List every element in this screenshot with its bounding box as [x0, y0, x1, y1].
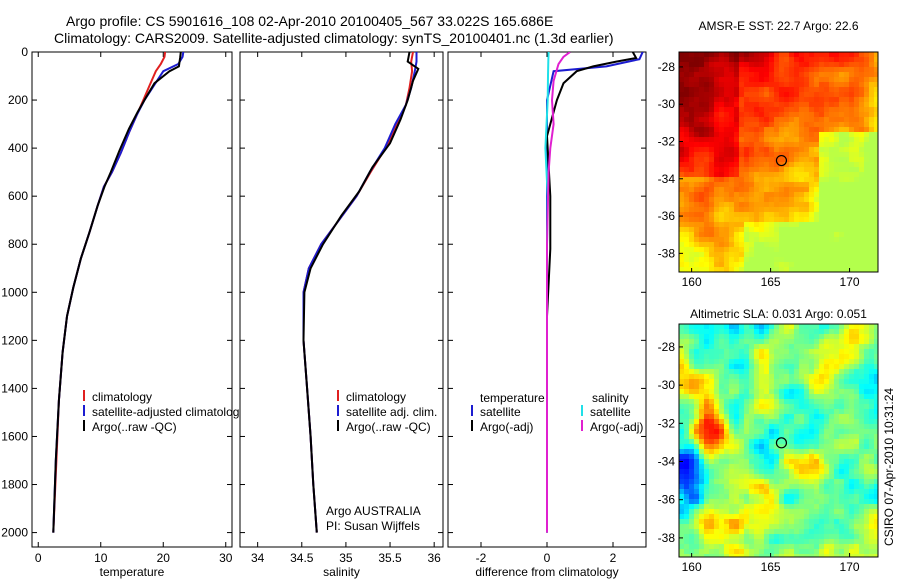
temperature-y-tick-label: 1600 — [1, 429, 28, 443]
temperature-y-tick-label: 400 — [8, 141, 28, 155]
sst-map-y-tick-label: -30 — [658, 97, 676, 111]
sla-map-y-tick-label: -30 — [658, 378, 676, 392]
difference-series-group — [544, 52, 644, 533]
sla-map-x-tick-label: 165 — [761, 560, 781, 574]
temperature-legend-entry: satellite-adjusted climatology — [92, 405, 245, 419]
salinity-x-tick-label: 34.5 — [290, 551, 314, 565]
temperature-series-argo-raw-qc- — [52, 52, 182, 533]
sla-map-profile-marker — [775, 437, 788, 449]
sla-map-x-tick-label: 170 — [840, 560, 860, 574]
salinity-x-tick-label: 34 — [251, 551, 265, 565]
temperature-y-tick-label: 2000 — [1, 526, 28, 540]
temperature-y-tick-label: 1000 — [1, 285, 28, 299]
sla-map-y-tick-label: -38 — [658, 531, 676, 545]
figure-title-line1: Argo profile: CS 5901616_108 02-Apr-2010… — [66, 13, 553, 29]
difference-x-tick-label: -2 — [476, 551, 487, 565]
salinity-x-tick-label: 36 — [427, 551, 441, 565]
temperature-axes-frame — [31, 51, 233, 548]
sst-map-frame — [678, 51, 879, 273]
sst-map-y-tick-label: -32 — [658, 134, 676, 148]
sst-map-y-tick-label: -38 — [658, 246, 676, 260]
sst-map-x-tick-label: 160 — [682, 275, 702, 289]
salinity-series-group — [302, 52, 420, 533]
sst-map-color-field — [679, 52, 879, 273]
difference-legend-heading: temperature — [480, 391, 545, 405]
temperature-x-axis-label: temperature — [100, 565, 165, 579]
figure-title-line2: Climatology: CARS2009. Satellite-adjuste… — [54, 30, 614, 46]
temperature-x-tick-label: 10 — [94, 551, 108, 565]
salinity-x-tick-label: 35 — [339, 551, 353, 565]
temperature-legend-entry: climatology — [92, 390, 152, 404]
temperature-x-tick-label: 0 — [35, 551, 42, 565]
sst-map-profile-marker — [775, 154, 788, 167]
difference-legend-entry: Argo(-adj) — [480, 420, 533, 434]
salinity-x-axis-label: salinity — [323, 565, 360, 579]
sst-map-panel: AMSR-E SST: 22.7 Argo: 22.6 160 165 170 -28 -… — [658, 19, 879, 289]
difference-legend-entry: satellite — [480, 405, 521, 419]
salinity-axes-frame — [239, 51, 444, 548]
temperature-y-tick-label: 1200 — [1, 333, 28, 347]
sst-map-y-tick-label: -28 — [658, 60, 676, 74]
side-note: CSIRO 07-Apr-2010 10:31:24 — [882, 388, 896, 546]
salinity-legend-entry: satellite adj. clim. — [346, 405, 437, 419]
temperature-legend-entry: Argo(..raw -QC) — [92, 420, 177, 434]
difference-x-axis-label: difference from climatology — [475, 565, 618, 579]
salinity-x-tick-label: 35.5 — [378, 551, 402, 565]
sla-map-y-tick-label: -36 — [658, 493, 676, 507]
sla-map-color-field — [679, 324, 879, 558]
sst-map-x-tick-label: 170 — [840, 275, 860, 289]
difference-legend-heading: salinity — [592, 391, 629, 405]
salinity-attribution-note: Argo AUSTRALIA — [326, 504, 421, 518]
temperature-y-tick-label: 0 — [21, 45, 28, 59]
temperature-x-tick-label: 30 — [219, 551, 233, 565]
sla-map-x-tick-label: 160 — [682, 560, 702, 574]
temperature-y-tick-label: 600 — [8, 189, 28, 203]
sst-map-y-tick-label: -36 — [658, 209, 676, 223]
sla-map-frame — [678, 323, 879, 558]
sla-map-title: Altimetric SLA: 0.031 Argo: 0.051 — [690, 307, 867, 321]
salinity-legend-entry: Argo(..raw -QC) — [346, 420, 431, 434]
temperature-y-tick-label: 1400 — [1, 381, 28, 395]
sst-map-x-tick-label: 165 — [761, 275, 781, 289]
temperature-x-tick-label: 20 — [157, 551, 171, 565]
salinity-legend-entry: climatology — [346, 390, 406, 404]
salinity-profile-panel: 34 34.5 35 35.5 36 salinity climatologysatelli… — [239, 51, 444, 579]
difference-legend-entry: Argo(-adj) — [590, 420, 643, 434]
difference-x-tick-label: 2 — [610, 551, 617, 565]
sla-map-y-tick-label: -32 — [658, 416, 676, 430]
salinity-attribution-note: PI: Susan Wijffels — [326, 519, 420, 533]
sst-map-title: AMSR-E SST: 22.7 Argo: 22.6 — [698, 19, 858, 33]
sla-map-y-tick-label: -28 — [658, 340, 676, 354]
temperature-y-tick-label: 200 — [8, 93, 28, 107]
temperature-y-tick-label: 1800 — [1, 478, 28, 492]
sla-map-y-tick-label: -34 — [658, 455, 676, 469]
sst-map-y-tick-label: -34 — [658, 172, 676, 186]
salinity-series-argo-raw-qc- — [302, 52, 420, 533]
sla-map-panel: Altimetric SLA: 0.031 Argo: 0.051 160 165 1… — [658, 307, 879, 574]
difference-x-tick-label: 0 — [544, 551, 551, 565]
temperature-profile-panel: 0 10 20 30 0 200 400 600 800 1000 1200 1400 1600 1800… — [1, 45, 245, 579]
temperature-y-tick-label: 800 — [8, 237, 28, 251]
temperature-series-group — [52, 52, 185, 533]
difference-legend-entry: satellite — [590, 405, 631, 419]
difference-series-salinity-argo-adj- — [546, 52, 571, 533]
